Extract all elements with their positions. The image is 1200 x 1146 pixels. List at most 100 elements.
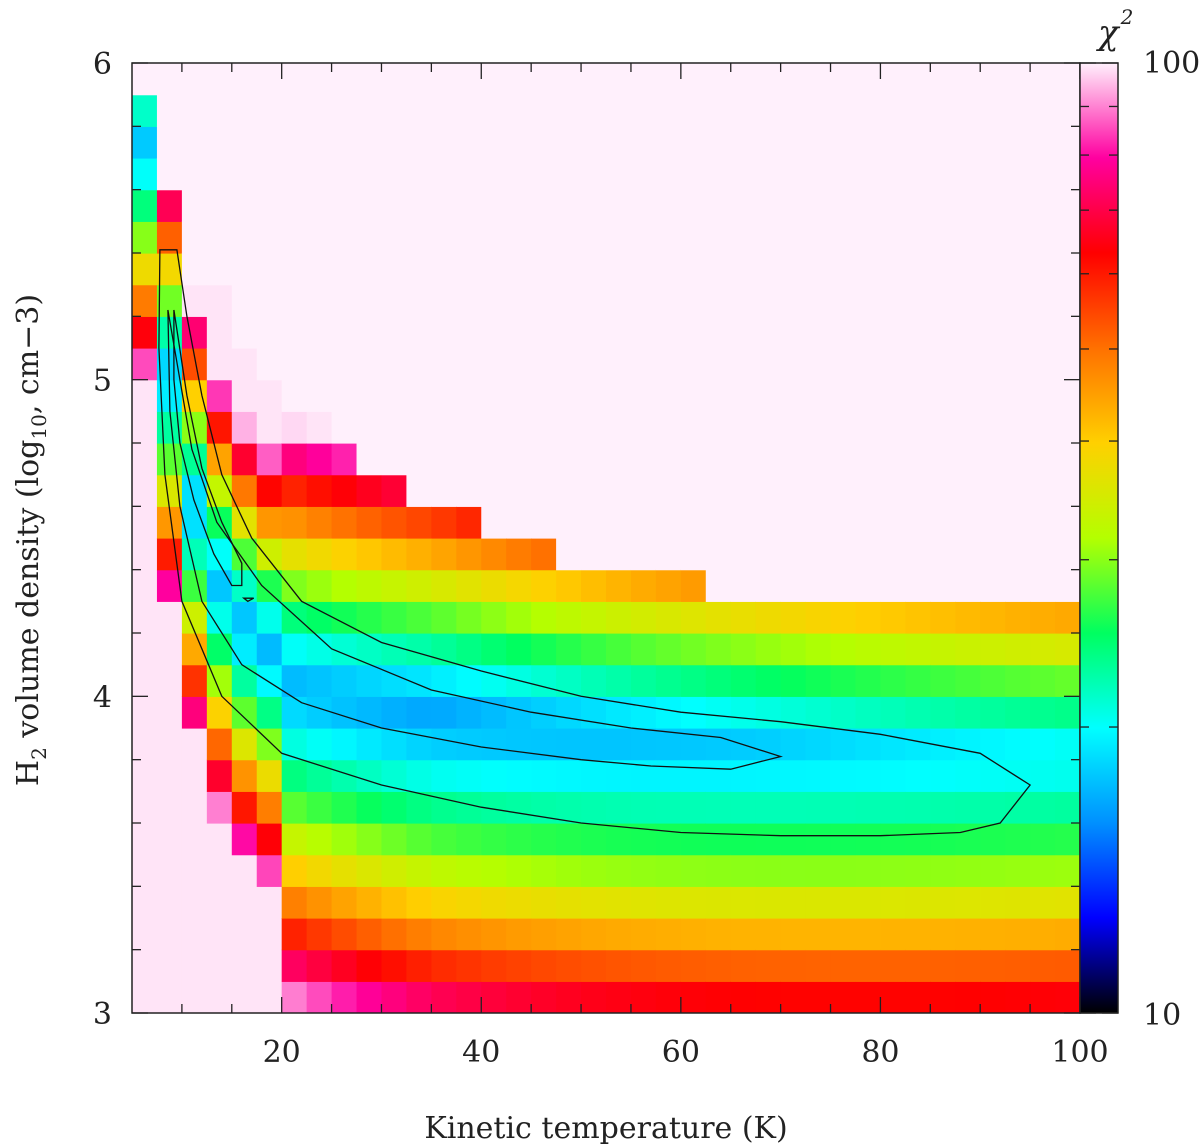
heatmap-cell [805, 158, 832, 191]
heatmap-cell [655, 538, 682, 571]
heatmap-cell [381, 728, 408, 761]
heatmap-cell [506, 316, 532, 349]
heatmap-cell [830, 189, 857, 222]
heatmap-cell [905, 823, 931, 856]
heatmap-cell [780, 189, 807, 222]
heatmap-cell [680, 126, 707, 159]
heatmap-cell [431, 791, 457, 824]
heatmap-cell [481, 126, 507, 159]
heatmap-cell [905, 284, 931, 317]
heatmap-cell [481, 728, 507, 761]
heatmap-cell [556, 949, 582, 982]
heatmap-cell [531, 284, 557, 317]
heatmap-cell [830, 823, 857, 856]
heatmap-cell [506, 506, 532, 539]
heatmap-cell [730, 126, 757, 159]
heatmap-cell [206, 63, 233, 96]
heatmap-cell [456, 759, 482, 792]
heatmap-cell [481, 379, 507, 412]
heatmap-cell [1030, 348, 1056, 381]
heatmap-cell [830, 253, 857, 286]
heatmap-cell [630, 696, 657, 729]
heatmap-cell [905, 411, 931, 444]
heatmap-cell [431, 538, 457, 571]
heatmap-cell [531, 348, 557, 381]
axis-ticks [132, 62, 1081, 1014]
heatmap-cell [905, 538, 931, 571]
heatmap-cell [181, 316, 208, 349]
heatmap-cell [506, 981, 532, 1013]
heatmap-cell [955, 949, 981, 982]
heatmap-cell [256, 854, 283, 887]
heatmap-cell [331, 981, 358, 1013]
heatmap-cell [1005, 189, 1031, 222]
heatmap-cell [206, 253, 233, 286]
heatmap-cell [506, 474, 532, 507]
heatmap-cell [930, 664, 956, 697]
heatmap-cell [680, 158, 707, 191]
heatmap-cell [431, 63, 457, 96]
heatmap-cell [231, 316, 258, 349]
heatmap-cell [306, 94, 333, 127]
heatmap-cell [381, 664, 408, 697]
heatmap-cell [306, 791, 333, 824]
heatmap-cell [905, 253, 931, 286]
heatmap-cell [705, 981, 732, 1013]
heatmap-cell [780, 63, 807, 64]
heatmap-cell [256, 158, 283, 191]
heatmap-cell [431, 189, 457, 222]
heatmap-cell [705, 759, 732, 792]
heatmap-cell [1005, 886, 1031, 919]
heatmap-cell [680, 63, 707, 96]
heatmap-cell [206, 538, 233, 571]
heatmap-cell [1005, 664, 1031, 697]
heatmap-cell [356, 823, 383, 856]
heatmap-cell [281, 918, 308, 951]
heatmap-cell [181, 126, 208, 159]
heatmap-cell [655, 759, 682, 792]
heatmap-cell [755, 348, 782, 381]
heatmap-cell [780, 949, 807, 982]
colorbar [1079, 62, 1119, 1014]
heatmap-cell [930, 443, 956, 476]
heatmap-cell [481, 696, 507, 729]
heatmap-cell [705, 411, 732, 444]
heatmap-cell [456, 569, 482, 602]
heatmap-cell [780, 379, 807, 412]
heatmap-cell [331, 284, 358, 317]
heatmap-cell [855, 791, 882, 824]
heatmap-cell [556, 63, 582, 64]
heatmap-cell [181, 791, 208, 824]
heatmap-cell [880, 854, 906, 887]
heatmap-cell [880, 823, 906, 856]
heatmap-cell [132, 253, 158, 286]
heatmap-cell [780, 63, 807, 96]
heatmap-cell [206, 506, 233, 539]
heatmap-cell [156, 443, 183, 476]
heatmap-cell [1005, 126, 1031, 159]
heatmap-cell [1005, 443, 1031, 476]
heatmap-cell [655, 791, 682, 824]
heatmap-cell [306, 759, 333, 792]
heatmap-cell [755, 601, 782, 634]
heatmap-cell [955, 126, 981, 159]
heatmap-cell [780, 158, 807, 191]
heatmap-cell [705, 348, 732, 381]
heatmap-cell [506, 633, 532, 666]
heatmap-cell [356, 348, 383, 381]
heatmap-cell [606, 854, 632, 887]
heatmap-cell [431, 886, 457, 919]
heatmap-cell [1055, 823, 1080, 856]
heatmap-cell [680, 823, 707, 856]
heatmap-cell [805, 284, 832, 317]
heatmap-cell [905, 158, 931, 191]
heatmap-cell [206, 94, 233, 127]
heatmap-cell [181, 189, 208, 222]
heatmap-cell [531, 316, 557, 349]
heatmap-cell [331, 158, 358, 191]
heatmap-cell [231, 823, 258, 856]
heatmap-cell [930, 633, 956, 666]
heatmap-cell [306, 474, 333, 507]
heatmap-cell [705, 664, 732, 697]
heatmap-cell [930, 854, 956, 887]
